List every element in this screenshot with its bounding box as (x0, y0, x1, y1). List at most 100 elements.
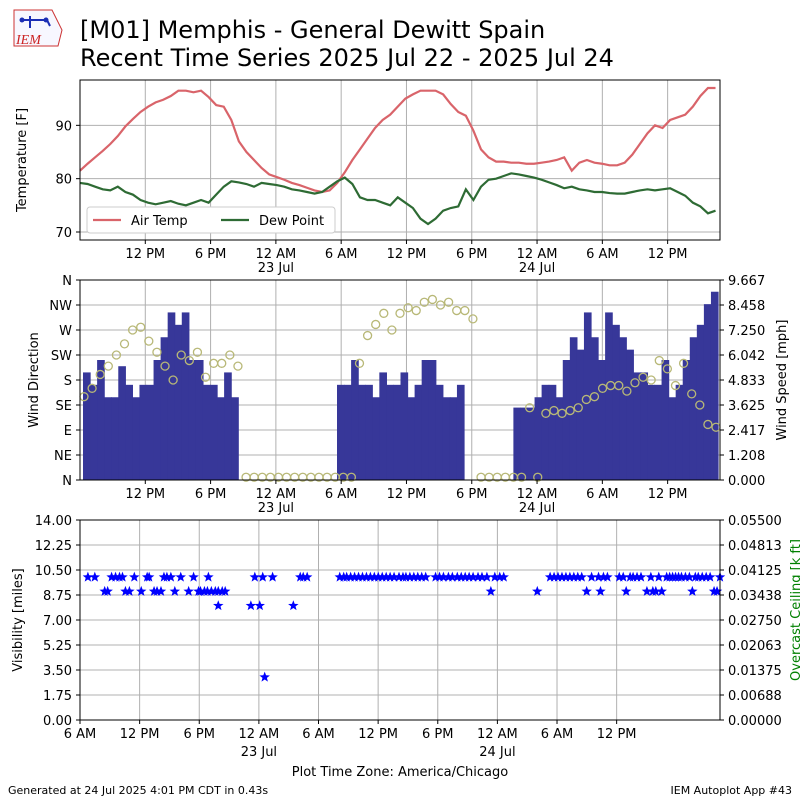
visibility-point-86 (544, 571, 556, 582)
visibility-point-72 (447, 571, 458, 582)
visibility-point-43 (297, 571, 309, 582)
wind-direction-point-54 (516, 472, 527, 482)
visibility-point-0 (82, 571, 94, 582)
wind-direction-point-75 (687, 389, 697, 399)
wind-speed-bar-15 (188, 360, 197, 480)
wind-speed-bar-80 (647, 384, 656, 480)
visibility-point-78 (472, 571, 484, 582)
wind-speed-label-1: 1.208 (728, 449, 765, 464)
wind-speed-bar-16 (195, 360, 204, 480)
vis-xaxis-label2-7: 24 Jul (479, 745, 515, 760)
visibility-point-87 (548, 571, 560, 582)
visibility-point-23 (188, 571, 199, 582)
wind-direction-point-67 (622, 386, 632, 396)
visibility-point-102 (617, 571, 629, 582)
wind-xaxis-label2-2: 23 Jul (258, 501, 294, 516)
visibility-point-30 (213, 585, 224, 596)
vis-xaxis-label-6: 6 PM (422, 727, 453, 742)
wind-dir-label-6: W (59, 324, 72, 339)
visibility-point-112 (653, 571, 664, 582)
wind-speed-label-8: 9.667 (728, 274, 765, 289)
wind-speed-bar-83 (668, 397, 677, 480)
wind-speed-label-4: 4.833 (728, 374, 765, 389)
wind-direction-point-47 (460, 305, 470, 316)
visibility-point-81 (485, 585, 497, 596)
wind-direction-point-18 (225, 350, 235, 360)
visibility-point-106 (631, 571, 643, 582)
wind-speed-bar-79 (640, 372, 649, 480)
wind-speed-bar-44 (393, 384, 402, 480)
visibility-point-70 (438, 571, 449, 582)
wind-speed-bar-70 (576, 349, 585, 480)
visibility-point-94 (576, 571, 587, 582)
visibility-point-45 (334, 571, 345, 582)
wind-direction-point-55 (524, 403, 535, 413)
visibility-point-85 (532, 585, 543, 596)
visibility-point-20 (169, 585, 181, 596)
visibility-point-15 (151, 585, 163, 596)
visibility-point-27 (202, 585, 213, 596)
wind-speed-bar-75 (612, 324, 620, 480)
legend-dew-point-label: Dew Point (259, 214, 324, 229)
chart-title-line2: Recent Time Series 2025 Jul 22 - 2025 Ju… (80, 44, 614, 72)
visibility-point-55 (373, 571, 384, 582)
visibility-point-35 (245, 600, 257, 611)
wind-speed-bar-18 (210, 384, 218, 480)
vis-xaxis-label-8: 6 AM (541, 727, 574, 742)
temp-xaxis-label-0: 12 PM (125, 247, 165, 262)
vis-ylabel: Visibility [miles] (11, 568, 26, 671)
wind-speed-bar-88 (703, 304, 712, 480)
temp-xaxis-label-8: 12 PM (648, 247, 688, 262)
visibility-point-38 (257, 571, 268, 582)
air-temp-line (79, 86, 716, 194)
temp-ytick-label-1: 80 (55, 173, 72, 188)
vis-xaxis-label-7: 12 AM (477, 727, 518, 742)
wind-speed-label-7: 8.458 (728, 299, 765, 314)
vis-ytick-label-8: 14.00 (35, 514, 72, 529)
wind-speed-label-5: 6.042 (728, 349, 765, 364)
wind-speed-bar-76 (619, 337, 627, 480)
wind-speed-bar-17 (202, 384, 211, 480)
visibility-point-36 (249, 571, 261, 582)
visibility-point-16 (155, 585, 167, 596)
visibility-point-99 (598, 571, 609, 582)
wind-speed-bar-61 (513, 407, 522, 480)
visibility-point-92 (568, 571, 580, 582)
wind-speed-bar-49 (428, 360, 437, 480)
temp-panel-frame (79, 79, 721, 241)
visibility-point-9 (124, 585, 135, 596)
wind-xaxis-label-8: 12 PM (648, 487, 688, 502)
wind-speed-bar-11 (160, 337, 169, 480)
ceiling-ytick-label-4: 0.02750 (728, 614, 782, 629)
temp-xaxis-label-7: 6 AM (586, 247, 619, 262)
wind-speed-bar-62 (520, 407, 529, 480)
wind-direction-point-68 (630, 378, 640, 388)
vis-ytick-label-7: 12.25 (35, 539, 72, 554)
vis-xlabel: Plot Time Zone: America/Chicago (292, 765, 508, 780)
wind-speed-bar-10 (153, 360, 162, 480)
wind-direction-point-36 (371, 319, 381, 330)
vis-panel-frame (79, 519, 721, 721)
visibility-point-76 (463, 571, 475, 582)
wind-direction-point-74 (678, 358, 689, 368)
wind-speed-bar-38 (351, 360, 359, 480)
visibility-point-44 (301, 571, 313, 582)
visibility-point-13 (143, 571, 155, 582)
visibility-point-105 (627, 571, 639, 582)
visibility-point-28 (206, 585, 217, 596)
visibility-point-82 (489, 571, 501, 582)
wind-direction-point-5 (119, 339, 130, 349)
visibility-point-108 (641, 585, 653, 596)
wind-speed-bar-13 (174, 324, 183, 480)
wind-direction-point-43 (427, 294, 438, 305)
wind-xaxis-label-2: 12 AM (255, 487, 296, 502)
wind-direction-point-77 (703, 419, 713, 430)
temp-ytick-label-2: 90 (55, 119, 72, 134)
wind-direction-point-73 (670, 380, 681, 391)
visibility-point-41 (288, 600, 299, 611)
wind-speed-bar-14 (181, 312, 190, 480)
visibility-point-75 (459, 571, 471, 582)
wind-speed-bar-72 (591, 337, 599, 480)
vis-ytick-label-6: 10.50 (35, 564, 72, 579)
wind-dir-label-3: SE (56, 399, 72, 414)
